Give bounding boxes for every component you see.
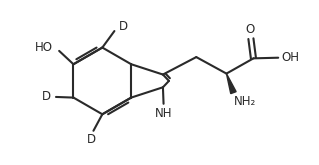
Text: OH: OH [281, 51, 299, 64]
Text: D: D [87, 133, 96, 146]
Polygon shape [226, 74, 236, 94]
Text: NH: NH [155, 107, 172, 120]
Text: HO: HO [35, 41, 53, 54]
Text: D: D [119, 20, 128, 33]
Text: O: O [246, 23, 255, 36]
Text: NH₂: NH₂ [234, 95, 256, 108]
Text: D: D [42, 90, 51, 103]
